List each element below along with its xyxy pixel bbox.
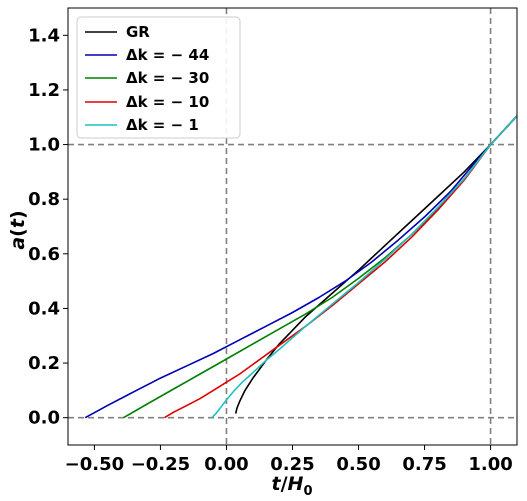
legend-item-dk10: Δk = − 10 [85,93,209,111]
x-tick-label: 0.75 [402,454,446,475]
legend-item-dk44: Δk = − 44 [85,46,209,64]
y-tick-label: 0.6 [28,244,60,265]
legend-label-gr: GR [126,23,150,41]
legend-label-dk10: Δk = − 10 [126,93,209,111]
y-tick-label: 0.2 [28,353,60,374]
y-axis-label: a(t) [7,210,29,249]
x-tick-label: 0.00 [204,454,248,475]
y-tick-label: 0.4 [28,298,60,319]
legend: GR Δk = − 44 Δk = − 30 Δk = − 10 Δk = − … [76,16,241,139]
legend-item-dk30: Δk = − 30 [85,69,209,87]
series-lines [84,115,517,419]
legend-label-dk30: Δk = − 30 [126,69,209,87]
y-tick-label: 1.0 [28,135,60,156]
x-tick-label: 1.00 [468,454,512,475]
series-line-2 [123,115,517,419]
legend-label-dk44: Δk = − 44 [126,46,209,64]
legend-item-gr: GR [85,23,150,41]
x-tick-label: 0.25 [270,454,314,475]
x-tick-label: −0.25 [131,454,191,475]
y-axis: 0.0 0.2 0.4 0.6 0.8 1.0 1.2 1.4 [28,25,68,429]
series-line-0 [234,115,517,414]
x-tick-label: −0.50 [65,454,125,475]
y-tick-label: 1.2 [28,80,60,101]
legend-box [76,16,241,139]
x-axis: −0.50 −0.25 0.00 0.25 0.50 0.75 1.00 [65,445,513,475]
y-tick-label: 0.8 [28,189,60,210]
x-axis-label: t/H0 [272,473,313,499]
y-tick-label: 0.0 [28,408,60,429]
legend-label-dk1: Δk = − 1 [126,116,199,134]
y-tick-label: 1.4 [28,25,60,46]
legend-item-dk1: Δk = − 1 [85,116,199,134]
series-line-4 [211,115,517,419]
x-tick-label: 0.50 [336,454,380,475]
series-line-1 [84,115,517,419]
series-line-3 [163,115,517,419]
